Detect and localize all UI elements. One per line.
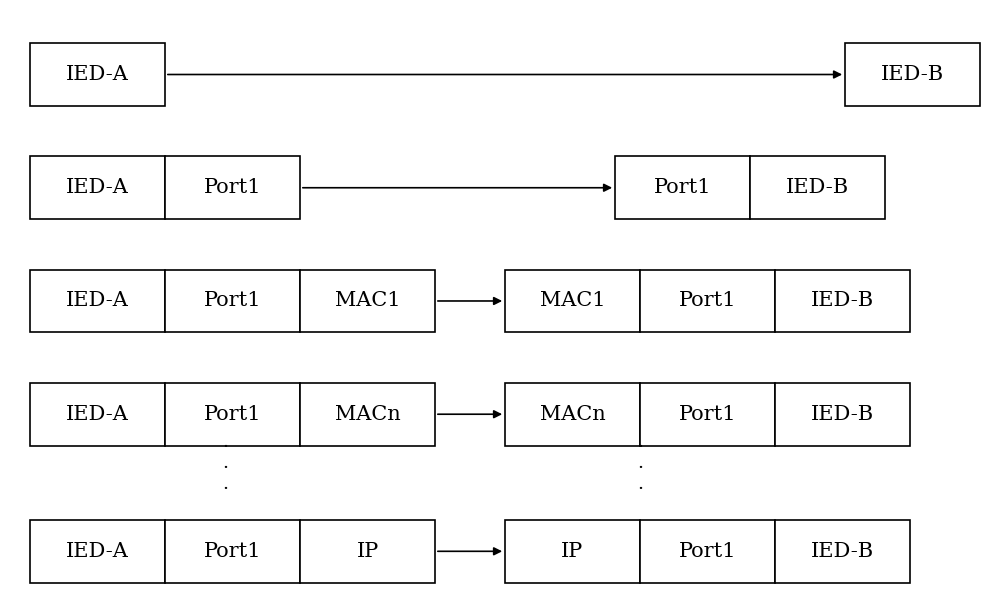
Bar [640,520,775,583]
Text: Port1: Port1 [204,178,261,197]
Text: IP: IP [561,542,584,561]
Text: Port1: Port1 [654,178,711,197]
Text: MACn: MACn [335,405,400,424]
Text: IED-A: IED-A [66,405,129,424]
Text: Port1: Port1 [679,405,736,424]
Text: IED-B: IED-B [881,65,944,84]
Text: ·
·
·: · · · [222,438,228,498]
Bar [165,269,300,333]
Bar [615,156,750,219]
Bar [845,44,980,106]
Text: Port1: Port1 [204,405,261,424]
Bar [30,156,165,219]
Bar [775,383,910,446]
Bar [640,269,775,333]
Text: MAC1: MAC1 [335,291,400,311]
Text: MAC1: MAC1 [540,291,605,311]
Text: Port1: Port1 [679,291,736,311]
Text: IED-B: IED-B [811,542,874,561]
Bar [775,269,910,333]
Bar [165,383,300,446]
Text: IED-A: IED-A [66,65,129,84]
Text: IED-A: IED-A [66,291,129,311]
Bar [505,383,640,446]
Bar [30,383,165,446]
Bar [300,383,435,446]
Text: IED-A: IED-A [66,178,129,197]
Bar [165,156,300,219]
Bar [30,44,165,106]
Text: IP: IP [356,542,379,561]
Text: IED-B: IED-B [786,178,849,197]
Bar [300,269,435,333]
Bar [30,269,165,333]
Text: IED-B: IED-B [811,405,874,424]
Bar [165,520,300,583]
Bar [775,520,910,583]
Bar [30,520,165,583]
Text: ·
·
·: · · · [637,438,643,498]
Bar [640,383,775,446]
Bar [300,520,435,583]
Bar [505,520,640,583]
Text: IED-A: IED-A [66,542,129,561]
Text: IED-B: IED-B [811,291,874,311]
Text: Port1: Port1 [204,542,261,561]
Bar [505,269,640,333]
Text: Port1: Port1 [679,542,736,561]
Bar [750,156,885,219]
Text: MACn: MACn [540,405,605,424]
Text: Port1: Port1 [204,291,261,311]
